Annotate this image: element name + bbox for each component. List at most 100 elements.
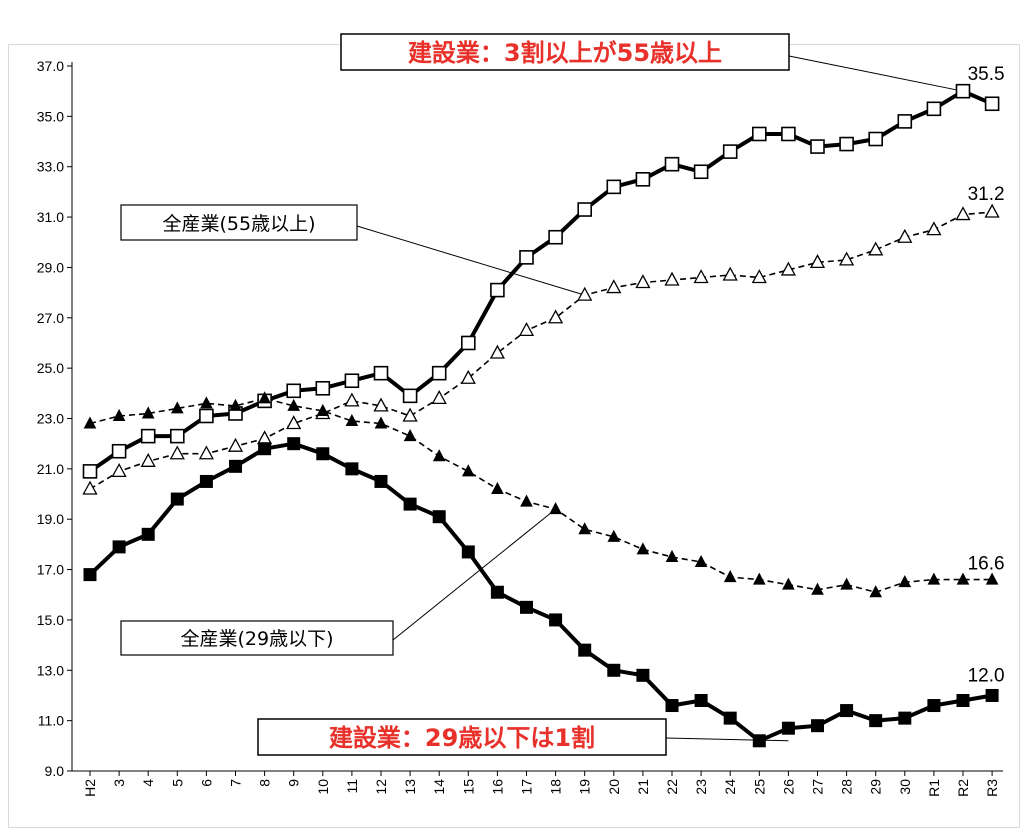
- data-point-all_55: [809, 254, 826, 269]
- data-point-all_55: [693, 269, 709, 284]
- data-point-all_29: [200, 396, 213, 409]
- data-point-construction_55: [170, 428, 185, 444]
- x-tick-label: 25: [751, 779, 767, 795]
- data-point-all_29: [607, 529, 621, 542]
- data-point-construction_29: [112, 540, 126, 554]
- data-point-construction_29: [665, 699, 679, 713]
- callout-text-construction-55: 建設業：3割以上が55歳以上: [408, 39, 722, 67]
- data-point-construction_29: [781, 721, 795, 735]
- data-point-construction_55: [402, 388, 418, 404]
- data-point-all_55: [955, 206, 971, 221]
- leader-construction-29: [665, 737, 789, 742]
- data-point-all_29: [578, 522, 592, 535]
- y-tick-label: 11.0: [38, 713, 64, 729]
- x-tick-label: R1: [926, 779, 942, 797]
- data-point-construction_55: [984, 96, 1000, 112]
- data-point-construction_29: [869, 714, 883, 728]
- data-point-all_29: [636, 542, 650, 555]
- data-point-all_55: [868, 241, 884, 256]
- data-point-all_29: [811, 582, 824, 595]
- data-point-construction_29: [141, 527, 155, 541]
- y-tick-label: 21.0: [37, 461, 64, 477]
- callout-all-55: 全産業(55歳以上): [120, 204, 358, 241]
- x-tick-label: 4: [140, 779, 156, 787]
- data-point-all_29: [840, 577, 853, 590]
- y-tick-label: 25.0: [37, 360, 64, 376]
- callout-box-all-29: [120, 620, 394, 656]
- data-point-all_55: [984, 203, 1000, 218]
- data-point-all_29: [112, 408, 126, 421]
- data-point-construction_29: [432, 510, 446, 524]
- data-point-all_55: [780, 261, 796, 276]
- data-point-all_55: [373, 397, 389, 412]
- data-point-construction_55: [315, 380, 331, 396]
- data-point-construction_55: [693, 164, 709, 180]
- x-tick-label: 15: [460, 779, 476, 795]
- x-tick-label: 23: [693, 779, 709, 795]
- data-point-construction_29: [83, 568, 97, 582]
- data-point-construction_29: [811, 719, 824, 733]
- end-label-construction-55: 35.5: [968, 64, 1005, 85]
- x-tick-label: 10: [315, 779, 331, 795]
- y-tick-label: 19.0: [37, 511, 64, 527]
- data-point-all_29: [170, 401, 184, 414]
- data-point-construction_55: [781, 126, 796, 142]
- data-point-construction_55: [373, 365, 389, 381]
- x-tick-label: 21: [635, 779, 651, 795]
- data-point-all_55: [722, 266, 738, 281]
- end-label-all-29: 16.6: [968, 554, 1005, 575]
- data-point-all_29: [461, 464, 475, 477]
- data-point-all_55: [198, 445, 214, 460]
- data-point-all_55: [489, 344, 505, 359]
- x-tick-label: 20: [606, 779, 622, 795]
- data-point-construction_29: [752, 734, 766, 748]
- x-tick-label: 22: [664, 779, 680, 795]
- callout-box-construction-29: [257, 718, 667, 756]
- data-point-construction_55: [926, 101, 942, 117]
- data-point-all_55: [169, 445, 185, 460]
- data-point-construction_55: [82, 464, 98, 479]
- data-point-all_55: [664, 271, 680, 286]
- data-point-all_29: [927, 572, 941, 585]
- data-point-all_55: [227, 437, 244, 452]
- data-point-all_55: [286, 415, 302, 430]
- data-point-all_55: [257, 430, 273, 445]
- data-point-construction_29: [316, 447, 330, 461]
- callout-box-construction-55: [340, 33, 790, 71]
- leader-all-55: [356, 225, 585, 296]
- x-tick-label: 13: [402, 779, 418, 795]
- end-label-all-55: 31.2: [968, 184, 1005, 205]
- y-tick-label: 33.0: [37, 159, 64, 175]
- x-tick-label: 29: [868, 779, 884, 795]
- data-point-all_55: [344, 392, 360, 407]
- series-markers: [82, 83, 1000, 748]
- data-point-construction_29: [636, 668, 650, 682]
- x-tick-label: 17: [519, 779, 535, 795]
- data-point-all_55: [577, 286, 593, 301]
- data-point-construction_55: [490, 282, 505, 298]
- x-tick-label: 16: [489, 779, 505, 795]
- data-point-all_29: [229, 398, 242, 411]
- data-point-construction_55: [897, 114, 913, 129]
- data-point-construction_55: [519, 250, 534, 265]
- data-point-all_29: [665, 549, 679, 562]
- callout-text-all-55: 全産業(55歳以上): [162, 213, 315, 235]
- callout-all-29: 全産業(29歳以下): [120, 620, 394, 656]
- callout-construction-29: 建設業：29歳以下は1割: [257, 718, 667, 756]
- data-point-construction_29: [607, 663, 621, 677]
- callout-text-all-29: 全産業(29歳以下): [180, 628, 333, 650]
- end-value-labels: 35.5 31.2 16.6 12.0: [968, 64, 1005, 687]
- data-point-all_29: [287, 398, 301, 411]
- data-point-all_29: [549, 502, 562, 515]
- data-point-construction_29: [520, 600, 533, 614]
- data-point-construction_29: [927, 699, 941, 713]
- data-point-all_29: [316, 403, 330, 416]
- data-point-all_29: [374, 416, 388, 429]
- callout-leader-lines: [356, 55, 964, 742]
- x-tick-label: 3: [111, 779, 127, 787]
- data-point-construction_29: [229, 459, 242, 473]
- data-point-construction_29: [723, 711, 737, 725]
- data-point-construction_29: [490, 585, 504, 599]
- leader-construction-55: [788, 55, 964, 92]
